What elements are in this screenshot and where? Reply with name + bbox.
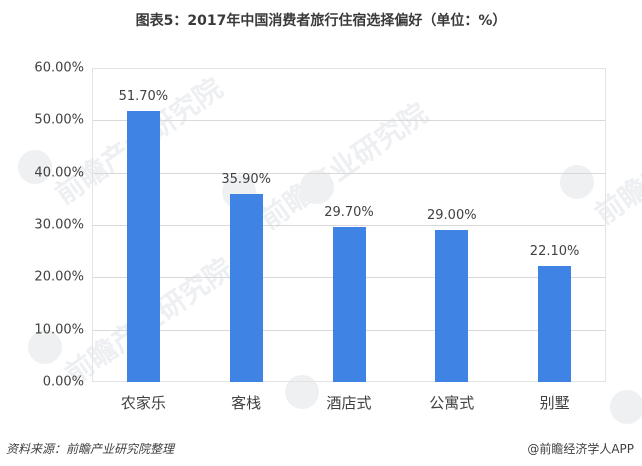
x-tick-label: 酒店式 (326, 394, 372, 412)
bar (229, 194, 263, 382)
chart-title: 图表5：2017年中国消费者旅行住宿选择偏好（单位：%） (135, 13, 507, 29)
data-label: 22.10% (529, 244, 580, 260)
data-label: 29.70% (324, 204, 374, 220)
gridline (93, 225, 605, 226)
y-tick-label: 0.00% (42, 374, 84, 390)
bar (126, 111, 160, 382)
bar (332, 226, 366, 382)
data-label: 29.00% (427, 208, 477, 224)
brand-credit: @前瞻经济学人APP (527, 442, 634, 456)
y-tick-label: 20.00% (34, 269, 84, 285)
bar (538, 266, 572, 382)
x-tick-label: 农家乐 (120, 394, 166, 412)
data-label: 51.70% (118, 89, 169, 105)
y-tick-label: 10.00% (34, 322, 84, 338)
data-label: 35.90% (221, 172, 271, 188)
gridline (93, 120, 605, 122)
y-tick-label: 50.00% (34, 112, 84, 128)
y-tick-label: 60.00% (34, 60, 84, 76)
source-note: 资料来源：前瞻产业研究院整理 (6, 442, 175, 456)
bar (435, 230, 469, 382)
y-tick-label: 40.00% (34, 165, 84, 181)
watermark-logo-icon (610, 390, 642, 424)
y-tick-label: 30.00% (34, 217, 84, 233)
gridline (93, 172, 605, 174)
x-tick-label: 公寓式 (429, 394, 475, 412)
x-tick-label: 别墅 (539, 394, 570, 412)
x-tick-label: 客栈 (231, 394, 262, 412)
